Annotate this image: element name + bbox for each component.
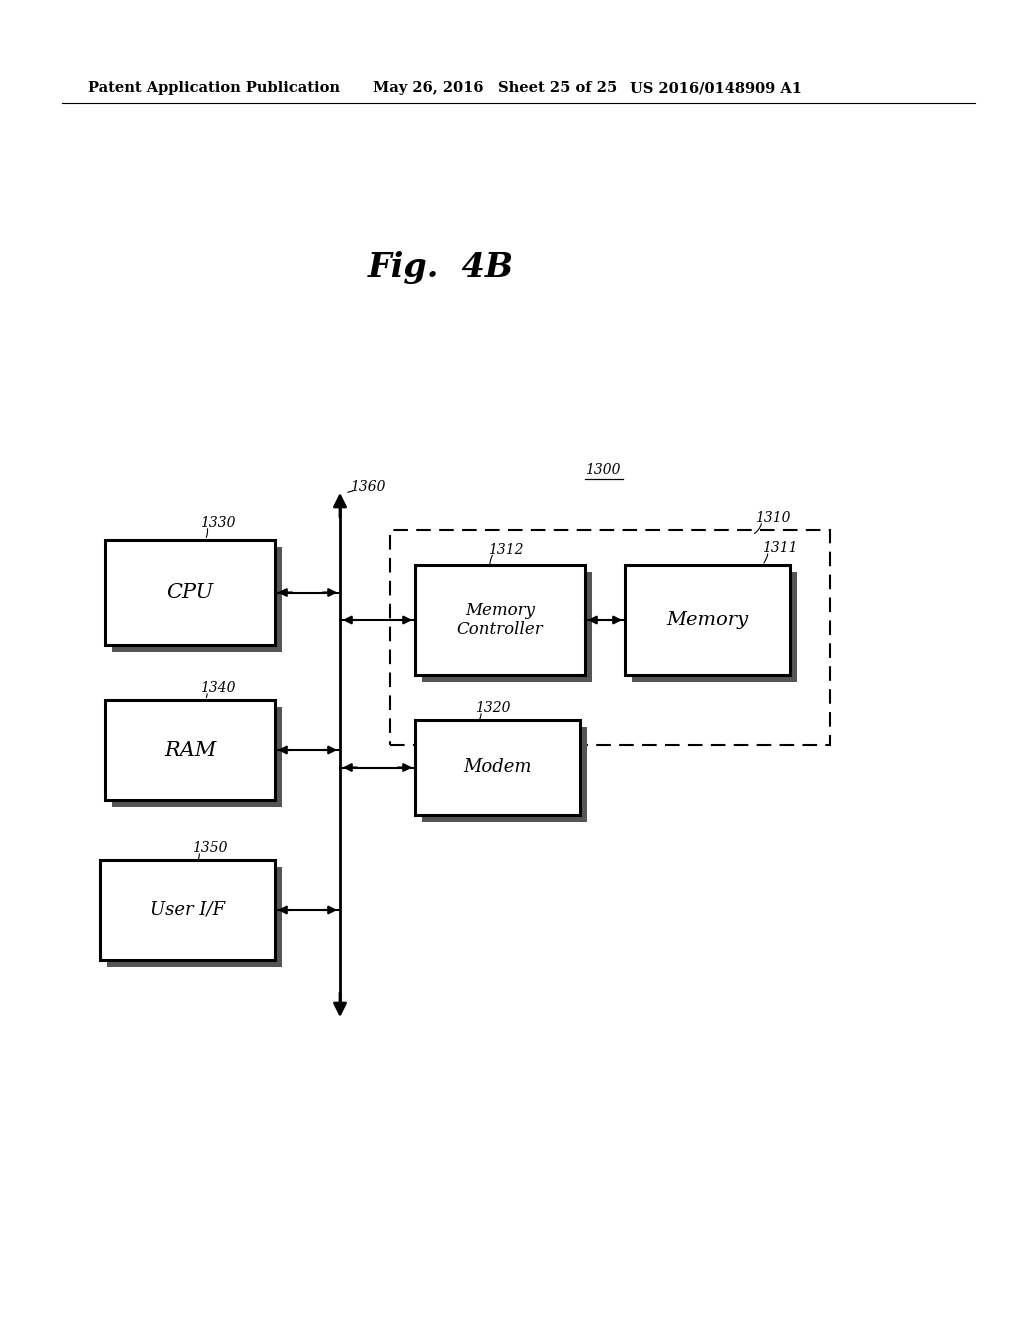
Bar [390, 531, 830, 744]
Bar [415, 565, 585, 675]
Text: May 26, 2016: May 26, 2016 [373, 81, 483, 95]
Text: Sheet 25 of 25: Sheet 25 of 25 [498, 81, 617, 95]
Text: 1312: 1312 [488, 543, 523, 557]
Bar [415, 719, 580, 814]
Bar [106, 867, 282, 968]
Text: CPU: CPU [166, 583, 214, 602]
Bar [632, 572, 797, 682]
Bar [105, 540, 275, 645]
Text: Memory
Controller: Memory Controller [457, 602, 544, 639]
Text: Patent Application Publication: Patent Application Publication [88, 81, 340, 95]
Bar [625, 565, 790, 675]
Bar [100, 861, 275, 960]
Text: 1310: 1310 [755, 511, 791, 525]
Bar [422, 727, 587, 822]
Text: 1300: 1300 [585, 463, 621, 477]
Text: 1360: 1360 [350, 480, 385, 494]
Text: Fig.  4B: Fig. 4B [368, 252, 514, 285]
Text: 1350: 1350 [193, 841, 227, 855]
Text: 1340: 1340 [200, 681, 236, 696]
Bar [105, 700, 275, 800]
Text: 1311: 1311 [762, 541, 798, 554]
Text: 1330: 1330 [200, 516, 236, 531]
Text: User I/F: User I/F [150, 902, 225, 919]
Bar [112, 546, 282, 652]
Text: Modem: Modem [463, 759, 531, 776]
Text: 1320: 1320 [475, 701, 511, 715]
Bar [112, 708, 282, 807]
Text: Memory: Memory [667, 611, 749, 630]
Text: US 2016/0148909 A1: US 2016/0148909 A1 [630, 81, 802, 95]
Bar [422, 572, 592, 682]
Text: RAM: RAM [164, 741, 216, 759]
